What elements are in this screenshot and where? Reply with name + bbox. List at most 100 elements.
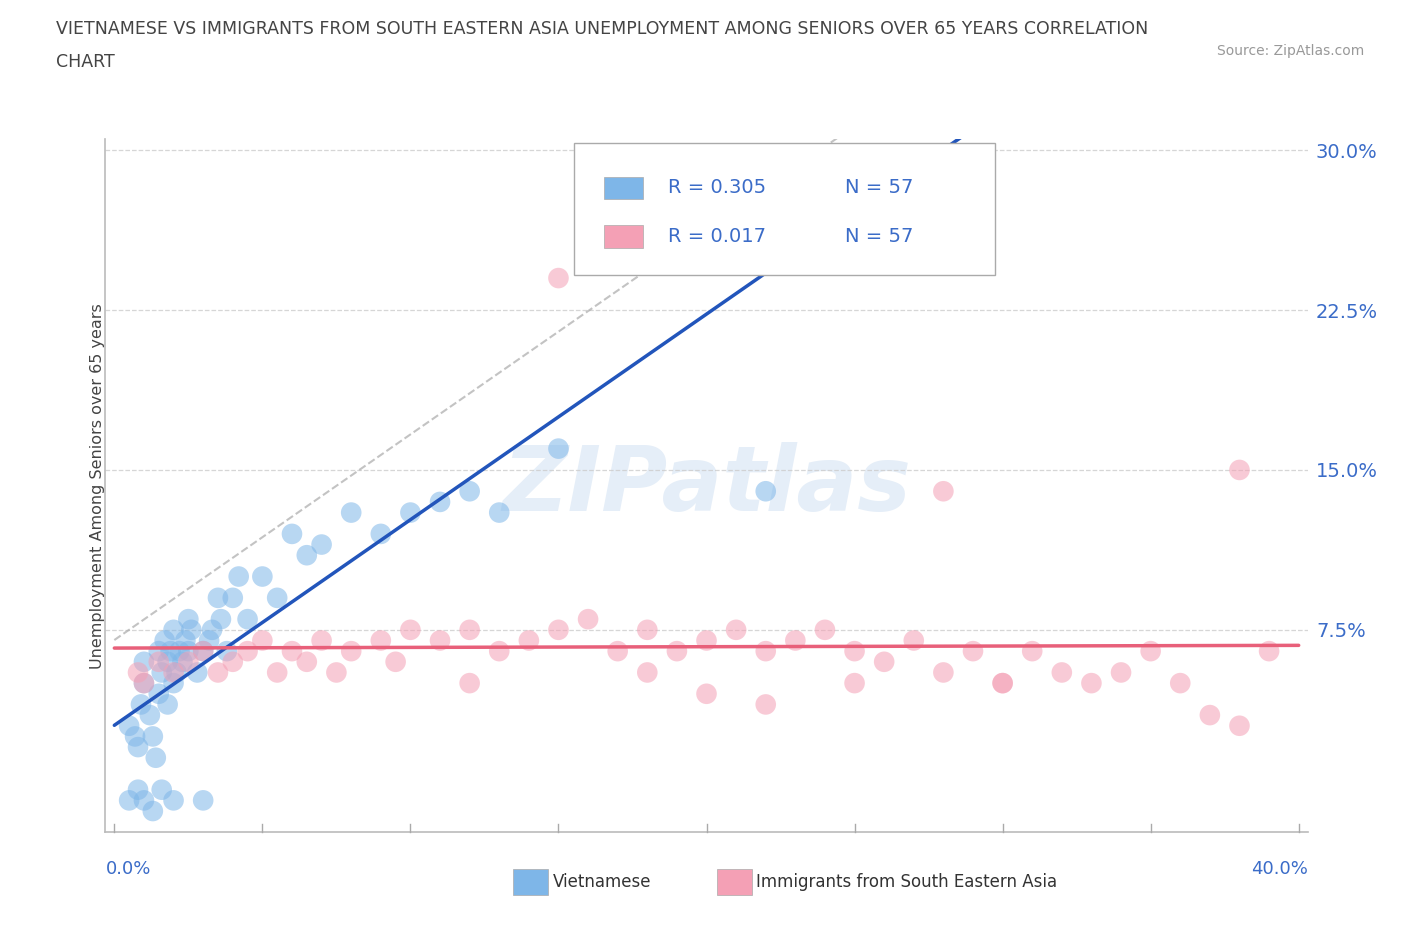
Point bbox=[295, 548, 318, 563]
Point bbox=[209, 612, 232, 627]
Point bbox=[153, 633, 176, 648]
Point bbox=[150, 782, 173, 797]
Point bbox=[198, 633, 221, 648]
Point bbox=[1199, 708, 1222, 723]
Point bbox=[695, 633, 717, 648]
FancyBboxPatch shape bbox=[605, 177, 643, 199]
Point bbox=[142, 729, 165, 744]
Text: Source: ZipAtlas.com: Source: ZipAtlas.com bbox=[1216, 44, 1364, 58]
Point bbox=[636, 622, 658, 637]
Point bbox=[340, 644, 363, 658]
Point bbox=[207, 591, 229, 605]
Point bbox=[159, 644, 181, 658]
Point bbox=[962, 644, 984, 658]
Point bbox=[488, 644, 510, 658]
Point bbox=[725, 622, 748, 637]
Point bbox=[1050, 665, 1073, 680]
Point bbox=[124, 729, 146, 744]
Point bbox=[177, 612, 200, 627]
Point bbox=[139, 708, 162, 723]
Point bbox=[311, 538, 333, 552]
Point bbox=[132, 676, 155, 691]
Point bbox=[215, 644, 238, 658]
Point bbox=[370, 526, 392, 541]
Point bbox=[201, 622, 224, 637]
Point bbox=[399, 622, 422, 637]
Point bbox=[844, 676, 866, 691]
Point bbox=[252, 569, 274, 584]
Point bbox=[1021, 644, 1043, 658]
Point bbox=[785, 633, 807, 648]
Point bbox=[429, 633, 451, 648]
Point bbox=[1168, 676, 1191, 691]
Point bbox=[156, 697, 179, 711]
Point bbox=[340, 505, 363, 520]
Point bbox=[127, 739, 149, 754]
Point bbox=[222, 655, 245, 670]
Point bbox=[228, 569, 250, 584]
Point bbox=[162, 665, 184, 680]
Point bbox=[429, 495, 451, 510]
Point bbox=[1139, 644, 1161, 658]
Point bbox=[236, 644, 259, 658]
Point bbox=[266, 591, 288, 605]
Point bbox=[665, 644, 688, 658]
Point bbox=[191, 644, 214, 658]
Point bbox=[606, 644, 628, 658]
Point bbox=[547, 622, 569, 637]
Point bbox=[458, 676, 481, 691]
Point bbox=[370, 633, 392, 648]
Point bbox=[177, 655, 200, 670]
Point bbox=[132, 793, 155, 808]
Point bbox=[142, 804, 165, 818]
Text: 0.0%: 0.0% bbox=[105, 860, 150, 878]
Text: Vietnamese: Vietnamese bbox=[553, 872, 651, 891]
Text: VIETNAMESE VS IMMIGRANTS FROM SOUTH EASTERN ASIA UNEMPLOYMENT AMONG SENIORS OVER: VIETNAMESE VS IMMIGRANTS FROM SOUTH EAST… bbox=[56, 20, 1149, 38]
Point bbox=[814, 622, 837, 637]
Point bbox=[281, 526, 304, 541]
Point bbox=[177, 644, 200, 658]
Point bbox=[932, 665, 955, 680]
Point bbox=[127, 665, 149, 680]
Point bbox=[665, 249, 688, 264]
Point bbox=[873, 655, 896, 670]
Text: R = 0.305: R = 0.305 bbox=[668, 179, 766, 197]
Point bbox=[991, 676, 1014, 691]
Point bbox=[191, 644, 214, 658]
Point bbox=[266, 665, 288, 680]
Text: Immigrants from South Eastern Asia: Immigrants from South Eastern Asia bbox=[756, 872, 1057, 891]
FancyBboxPatch shape bbox=[574, 143, 995, 274]
Point bbox=[150, 665, 173, 680]
Point bbox=[166, 665, 188, 680]
FancyBboxPatch shape bbox=[605, 225, 643, 247]
Point bbox=[547, 441, 569, 456]
Text: N = 57: N = 57 bbox=[845, 227, 912, 246]
Point bbox=[547, 271, 569, 286]
Point bbox=[156, 655, 179, 670]
Point bbox=[932, 484, 955, 498]
Point bbox=[174, 633, 197, 648]
Text: N = 57: N = 57 bbox=[845, 179, 912, 197]
Text: R = 0.017: R = 0.017 bbox=[668, 227, 766, 246]
Point bbox=[903, 633, 925, 648]
Point bbox=[576, 612, 599, 627]
Point bbox=[488, 505, 510, 520]
Point bbox=[384, 655, 406, 670]
Point bbox=[991, 676, 1014, 691]
Point bbox=[236, 612, 259, 627]
Point bbox=[755, 644, 778, 658]
Point bbox=[695, 686, 717, 701]
Point bbox=[180, 622, 202, 637]
Y-axis label: Unemployment Among Seniors over 65 years: Unemployment Among Seniors over 65 years bbox=[90, 303, 104, 669]
Point bbox=[186, 665, 208, 680]
Point bbox=[606, 228, 628, 243]
Point bbox=[252, 633, 274, 648]
Point bbox=[118, 793, 141, 808]
Point bbox=[132, 676, 155, 691]
Point bbox=[1229, 718, 1251, 733]
Point bbox=[191, 793, 214, 808]
Text: ZIPatlas: ZIPatlas bbox=[502, 442, 911, 530]
Point bbox=[162, 622, 184, 637]
Point bbox=[517, 633, 540, 648]
Point bbox=[636, 665, 658, 680]
